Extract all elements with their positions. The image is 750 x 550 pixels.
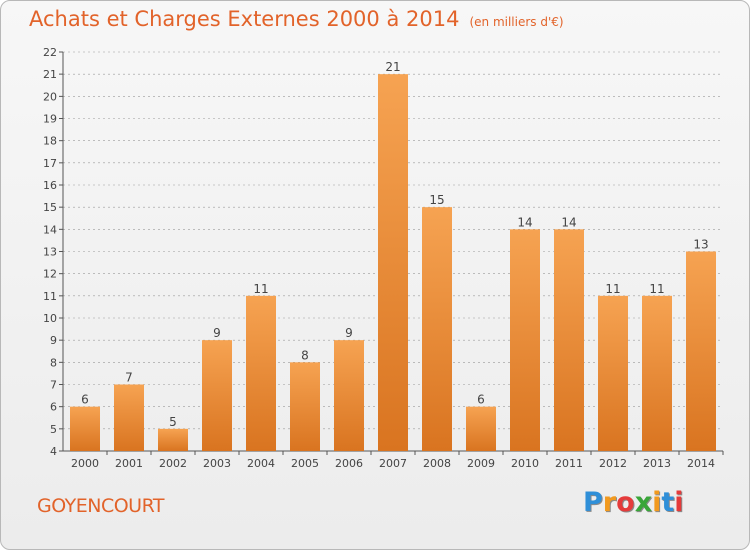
x-tick-label: 2007 <box>379 457 407 470</box>
bar <box>246 295 276 451</box>
bar <box>510 229 540 451</box>
x-tick-label: 2012 <box>599 457 627 470</box>
y-tick-label: 16 <box>43 179 57 192</box>
y-tick-label: 20 <box>43 90 57 103</box>
x-tick-label: 2004 <box>247 457 275 470</box>
x-tick-label: 2006 <box>335 457 363 470</box>
logo-letter: P <box>583 487 603 518</box>
logo-letter: r <box>602 487 617 518</box>
y-tick-label: 4 <box>50 445 57 458</box>
y-tick-label: 12 <box>43 268 57 281</box>
bar <box>114 384 144 451</box>
y-tick-label: 13 <box>43 246 57 259</box>
proxiti-logo: Proxiti <box>583 487 684 518</box>
y-tick-label: 14 <box>43 223 57 236</box>
y-tick-label: 21 <box>43 68 57 81</box>
data-label: 14 <box>561 215 576 229</box>
data-label: 13 <box>693 238 708 252</box>
y-tick-label: 7 <box>50 379 57 392</box>
y-tick-label: 22 <box>43 46 57 59</box>
x-tick-label: 2013 <box>643 457 671 470</box>
bar <box>642 295 672 451</box>
data-label: 6 <box>477 393 485 407</box>
y-tick-label: 6 <box>50 401 57 414</box>
y-tick-label: 15 <box>43 201 57 214</box>
y-tick-label: 18 <box>43 135 57 148</box>
logo-letter: o <box>616 487 635 518</box>
bar <box>466 406 496 451</box>
labels: 4 5 6 7 8 9 10 11 12 13 14 15 16 17 18 19 20 21 22 6 2000 7 20… <box>43 46 715 470</box>
x-tick-label: 2009 <box>467 457 495 470</box>
bar <box>598 295 628 451</box>
data-label: 5 <box>169 415 177 429</box>
data-label: 8 <box>301 348 309 362</box>
chart-unit: (en milliers d'€) <box>469 15 564 29</box>
x-tick-label: 2005 <box>291 457 319 470</box>
x-tick-label: 2008 <box>423 457 451 470</box>
data-label: 15 <box>429 193 444 207</box>
data-label: 21 <box>385 60 400 74</box>
y-tick-label: 19 <box>43 113 57 126</box>
data-label: 7 <box>125 371 133 385</box>
bar <box>686 251 716 451</box>
bars <box>70 74 716 452</box>
y-tick-label: 11 <box>43 290 57 303</box>
logo-letter: i <box>674 487 684 518</box>
bar <box>202 340 232 451</box>
x-tick-label: 2003 <box>203 457 231 470</box>
x-tick-label: 2000 <box>71 457 99 470</box>
x-tick-label: 2002 <box>159 457 187 470</box>
data-label: 14 <box>517 215 532 229</box>
y-tick-label: 5 <box>50 423 57 436</box>
y-tick-label: 9 <box>50 334 57 347</box>
logo-letter: x <box>634 487 653 518</box>
bar <box>422 207 452 451</box>
logo-letter: i <box>652 487 662 518</box>
chart-title-text: Achats et Charges Externes 2000 à 2014 <box>29 7 460 31</box>
chart-title: Achats et Charges Externes 2000 à 2014 (e… <box>29 7 564 31</box>
bar <box>290 362 320 451</box>
x-tick-label: 2014 <box>687 457 715 470</box>
x-tick-label: 2011 <box>555 457 583 470</box>
town-name: GOYENCOURT <box>37 495 165 517</box>
data-label: 9 <box>345 326 353 340</box>
bar <box>554 229 584 451</box>
bar <box>378 74 408 452</box>
y-tick-label: 10 <box>43 312 57 325</box>
data-label: 9 <box>213 326 221 340</box>
bar <box>158 428 188 451</box>
y-tick-label: 17 <box>43 157 57 170</box>
bar <box>334 340 364 451</box>
data-label: 6 <box>81 393 89 407</box>
x-tick-label: 2010 <box>511 457 539 470</box>
bar <box>70 406 100 451</box>
data-label: 11 <box>649 282 664 296</box>
x-tick-label: 2001 <box>115 457 143 470</box>
logo-letter: t <box>661 487 675 518</box>
y-tick-label: 8 <box>50 356 57 369</box>
data-label: 11 <box>253 282 268 296</box>
data-label: 11 <box>605 282 620 296</box>
